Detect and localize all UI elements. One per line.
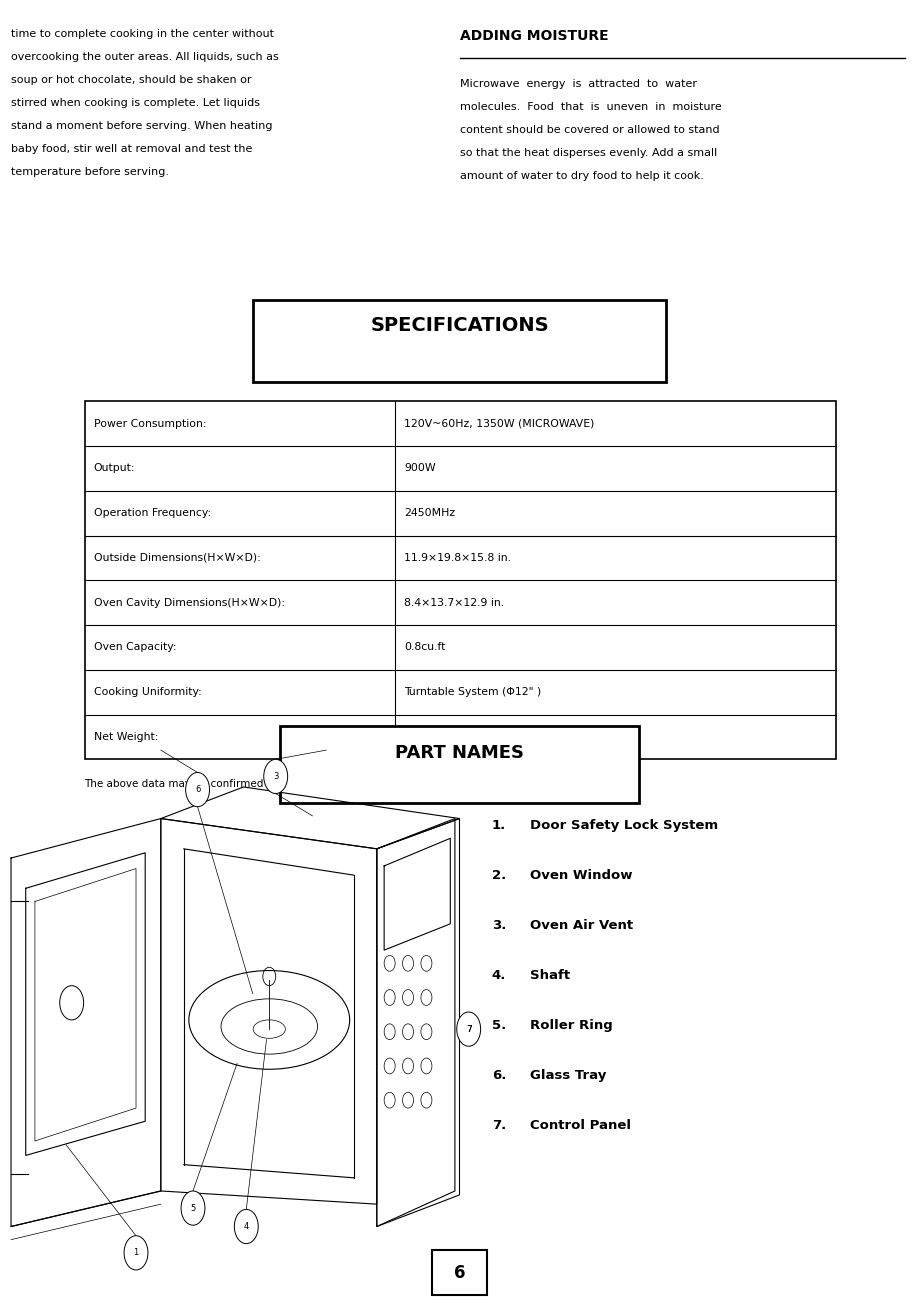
Text: Approx. 34.4lb.: Approx. 34.4lb. (404, 732, 487, 742)
Text: Oven Capacity:: Oven Capacity: (94, 642, 176, 653)
Text: 120V~60Hz, 1350W (MICROWAVE): 120V~60Hz, 1350W (MICROWAVE) (404, 418, 595, 429)
Text: 7: 7 (466, 1025, 471, 1033)
Text: Glass Tray: Glass Tray (530, 1069, 607, 1082)
Text: 4.: 4. (492, 969, 506, 982)
Text: baby food, stir well at removal and test the: baby food, stir well at removal and test… (11, 145, 253, 154)
Text: Microwave  energy  is  attracted  to  water: Microwave energy is attracted to water (460, 79, 697, 89)
FancyBboxPatch shape (280, 726, 639, 803)
Circle shape (457, 1012, 481, 1046)
Text: PART NAMES: PART NAMES (395, 744, 524, 762)
Text: 1: 1 (133, 1249, 139, 1257)
Text: amount of water to dry food to help it cook.: amount of water to dry food to help it c… (460, 171, 703, 182)
Text: The above data may be confirmed or updated.: The above data may be confirmed or updat… (85, 779, 328, 790)
Text: time to complete cooking in the center without: time to complete cooking in the center w… (11, 29, 274, 39)
Circle shape (186, 772, 210, 807)
FancyBboxPatch shape (253, 300, 666, 382)
Text: molecules.  Food  that  is  uneven  in  moisture: molecules. Food that is uneven in moistu… (460, 103, 721, 112)
Text: 7: 7 (466, 1025, 471, 1033)
Text: 8.4×13.7×12.9 in.: 8.4×13.7×12.9 in. (404, 597, 505, 608)
Text: 2.: 2. (492, 869, 506, 882)
Text: 3.: 3. (492, 919, 506, 932)
Text: 4: 4 (244, 1223, 249, 1230)
Text: 0.8cu.ft: 0.8cu.ft (404, 642, 446, 653)
Text: content should be covered or allowed to stand: content should be covered or allowed to … (460, 125, 720, 136)
Text: 6: 6 (195, 786, 200, 794)
Text: 6.: 6. (492, 1069, 506, 1082)
Text: 7.: 7. (492, 1119, 506, 1132)
Text: 5: 5 (190, 1204, 196, 1212)
Text: 6: 6 (454, 1263, 465, 1282)
Text: Shaft: Shaft (530, 969, 571, 982)
Circle shape (234, 1209, 258, 1244)
Text: Oven Window: Oven Window (530, 869, 633, 882)
Circle shape (124, 1236, 148, 1270)
Text: Oven Air Vent: Oven Air Vent (530, 919, 633, 932)
Text: temperature before serving.: temperature before serving. (11, 167, 169, 178)
Text: 3: 3 (273, 772, 278, 780)
Text: 900W: 900W (404, 463, 436, 474)
Text: stirred when cooking is complete. Let liquids: stirred when cooking is complete. Let li… (11, 97, 260, 108)
Circle shape (264, 759, 288, 794)
Text: 5.: 5. (492, 1019, 506, 1032)
Text: so that the heat disperses evenly. Add a small: so that the heat disperses evenly. Add a… (460, 147, 717, 158)
Text: Power Consumption:: Power Consumption: (94, 418, 206, 429)
Text: Net Weight:: Net Weight: (94, 732, 158, 742)
Circle shape (181, 1191, 205, 1225)
Text: stand a moment before serving. When heating: stand a moment before serving. When heat… (11, 121, 273, 132)
Text: Oven Cavity Dimensions(H×W×D):: Oven Cavity Dimensions(H×W×D): (94, 597, 285, 608)
Text: 1.: 1. (492, 819, 506, 832)
Bar (85, 401, 836, 759)
Text: Operation Frequency:: Operation Frequency: (94, 508, 210, 519)
Text: 11.9×19.8×15.8 in.: 11.9×19.8×15.8 in. (404, 553, 511, 563)
Text: Output:: Output: (94, 463, 135, 474)
Text: Roller Ring: Roller Ring (530, 1019, 613, 1032)
FancyBboxPatch shape (432, 1250, 487, 1295)
Text: SPECIFICATIONS: SPECIFICATIONS (370, 316, 549, 334)
Text: Outside Dimensions(H×W×D):: Outside Dimensions(H×W×D): (94, 553, 260, 563)
Text: 2450MHz: 2450MHz (404, 508, 456, 519)
Text: Cooking Uniformity:: Cooking Uniformity: (94, 687, 201, 697)
Text: Door Safety Lock System: Door Safety Lock System (530, 819, 719, 832)
Text: overcooking the outer areas. All liquids, such as: overcooking the outer areas. All liquids… (11, 51, 278, 62)
Text: Turntable System (Φ12" ): Turntable System (Φ12" ) (404, 687, 541, 697)
Text: soup or hot chocolate, should be shaken or: soup or hot chocolate, should be shaken … (11, 75, 252, 86)
Text: ADDING MOISTURE: ADDING MOISTURE (460, 29, 608, 43)
Text: Control Panel: Control Panel (530, 1119, 631, 1132)
